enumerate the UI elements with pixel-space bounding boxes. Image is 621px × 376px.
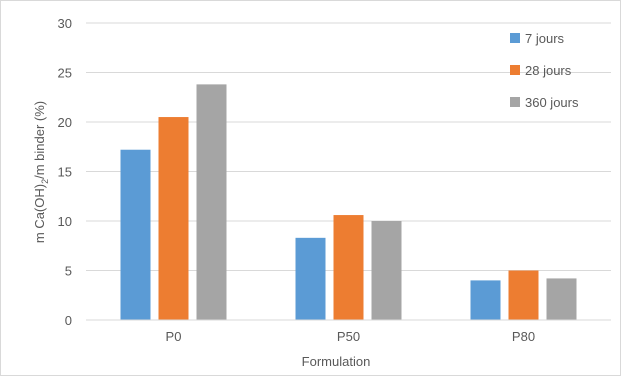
x-tick-label: P50 bbox=[337, 329, 360, 344]
legend-label: 7 jours bbox=[525, 31, 565, 46]
y-axis-title-subscript: 2 bbox=[40, 179, 50, 184]
bar-7-jours-P0 bbox=[120, 149, 151, 320]
bar-28-jours-P0 bbox=[158, 117, 189, 320]
bar-7-jours-P50 bbox=[295, 237, 326, 320]
legend-swatch bbox=[510, 97, 520, 107]
y-axis-title-part-1: m Ca(OH) bbox=[32, 184, 47, 243]
bar-360-jours-P0 bbox=[196, 84, 227, 320]
y-tick-label: 5 bbox=[65, 264, 72, 279]
y-tick-label: 10 bbox=[58, 214, 72, 229]
bar-28-jours-P80 bbox=[508, 270, 539, 320]
bar-360-jours-P80 bbox=[546, 278, 577, 320]
x-tick-label: P0 bbox=[166, 329, 182, 344]
y-tick-label: 0 bbox=[65, 313, 72, 328]
bar-7-jours-P80 bbox=[470, 280, 501, 320]
x-tick-label: P80 bbox=[512, 329, 535, 344]
x-tick-labels: P0 P50 P80 bbox=[166, 329, 536, 344]
x-axis-title: Formulation bbox=[302, 354, 371, 369]
y-tick-label: 15 bbox=[58, 165, 72, 180]
y-tick-labels: 0 5 10 15 20 25 30 bbox=[58, 16, 72, 328]
bar-360-jours-P50 bbox=[371, 221, 402, 320]
legend-label: 28 jours bbox=[525, 63, 572, 78]
legend-swatch bbox=[510, 65, 520, 75]
legend: 7 jours 28 jours 360 jours bbox=[510, 31, 579, 110]
legend-label: 360 jours bbox=[525, 95, 579, 110]
legend-swatch bbox=[510, 33, 520, 43]
y-tick-label: 30 bbox=[58, 16, 72, 31]
y-axis-title-part-2: /m binder (%) bbox=[32, 101, 47, 179]
y-tick-label: 20 bbox=[58, 115, 72, 130]
y-axis-title: m Ca(OH)2/m binder (%) bbox=[32, 101, 50, 243]
bars bbox=[120, 84, 577, 320]
bar-28-jours-P50 bbox=[333, 215, 364, 320]
y-tick-label: 25 bbox=[58, 66, 72, 81]
